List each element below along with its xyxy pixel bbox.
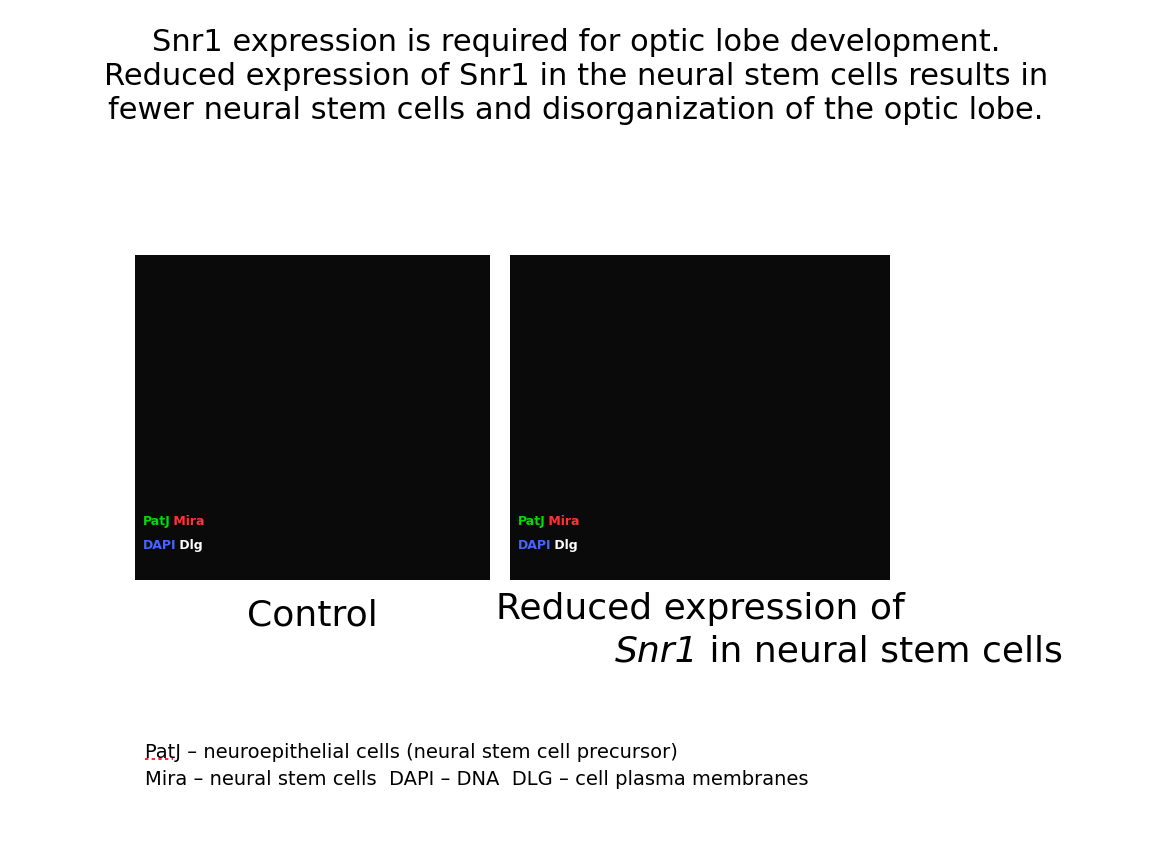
Text: DAPI: DAPI: [143, 539, 176, 552]
Bar: [510, 255, 890, 580]
Text: Mira – neural stem cells  DAPI – DNA  DLG – cell plasma membranes: Mira – neural stem cells DAPI – DNA DLG …: [145, 770, 809, 789]
Text: Reduced expression of: Reduced expression of: [495, 592, 904, 626]
Text: Mira: Mira: [169, 515, 205, 528]
Text: Dlg: Dlg: [550, 539, 577, 552]
Text: Mira: Mira: [544, 515, 579, 528]
Text: Reduced expression of Snr1 in the neural stem cells results in: Reduced expression of Snr1 in the neural…: [104, 62, 1048, 91]
Text: Snr1 expression is required for optic lobe development.: Snr1 expression is required for optic lo…: [152, 28, 1000, 57]
Text: Snr1: Snr1: [614, 634, 698, 668]
Text: Dlg: Dlg: [175, 539, 203, 552]
Text: fewer neural stem cells and disorganization of the optic lobe.: fewer neural stem cells and disorganizat…: [108, 96, 1044, 125]
Text: PatJ – neuroepithelial cells (neural stem cell precursor): PatJ – neuroepithelial cells (neural ste…: [145, 743, 677, 762]
Text: DAPI: DAPI: [518, 539, 552, 552]
Text: in neural stem cells: in neural stem cells: [698, 634, 1063, 668]
Text: Control: Control: [248, 598, 378, 632]
Bar: [135, 255, 490, 580]
Text: PatJ: PatJ: [518, 515, 546, 528]
Text: PatJ: PatJ: [143, 515, 170, 528]
